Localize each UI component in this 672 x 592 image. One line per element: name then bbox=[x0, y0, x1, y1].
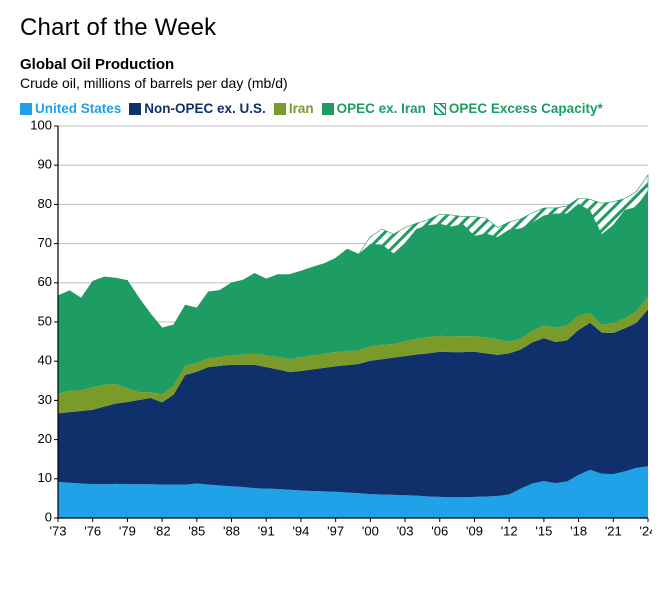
chart-page: { "header": { "main_title": "Chart of th… bbox=[0, 0, 672, 592]
chart-svg: 0 10 20 30 40 50 60 70 80 90 100 '73 '76 '79 '82 '85 '88… bbox=[20, 120, 652, 550]
svg-text:'21: '21 bbox=[605, 524, 622, 539]
legend: United States Non-OPEC ex. U.S. Iran OPE… bbox=[20, 101, 652, 116]
svg-text:'24: '24 bbox=[640, 524, 652, 539]
legend-item-iran: Iran bbox=[274, 101, 314, 116]
svg-text:'06: '06 bbox=[431, 524, 448, 539]
legend-item-opec: OPEC ex. Iran bbox=[322, 101, 426, 116]
svg-text:'18: '18 bbox=[570, 524, 587, 539]
svg-text:60: 60 bbox=[38, 274, 52, 289]
svg-text:'09: '09 bbox=[466, 524, 483, 539]
svg-text:'12: '12 bbox=[501, 524, 518, 539]
legend-item-nonopec: Non-OPEC ex. U.S. bbox=[129, 101, 266, 116]
svg-text:'00: '00 bbox=[362, 524, 379, 539]
svg-text:40: 40 bbox=[38, 353, 52, 368]
chart-title: Global Oil Production bbox=[20, 56, 652, 73]
chart-subtitle: Crude oil, millions of barrels per day (… bbox=[20, 75, 652, 91]
legend-item-excess: OPEC Excess Capacity* bbox=[434, 101, 603, 116]
chart-area: 0 10 20 30 40 50 60 70 80 90 100 '73 '76 '79 '82 '85 '88… bbox=[20, 120, 652, 550]
legend-label-iran: Iran bbox=[289, 101, 314, 116]
svg-text:10: 10 bbox=[38, 470, 52, 485]
legend-swatch-iran bbox=[274, 103, 286, 115]
svg-text:30: 30 bbox=[38, 392, 52, 407]
svg-text:'91: '91 bbox=[258, 524, 275, 539]
svg-text:'15: '15 bbox=[535, 524, 552, 539]
legend-item-us: United States bbox=[20, 101, 121, 116]
legend-label-us: United States bbox=[35, 101, 121, 116]
svg-text:'79: '79 bbox=[119, 524, 136, 539]
svg-text:'94: '94 bbox=[292, 524, 309, 539]
legend-label-excess: OPEC Excess Capacity* bbox=[449, 101, 603, 116]
svg-text:20: 20 bbox=[38, 431, 52, 446]
svg-text:90: 90 bbox=[38, 157, 52, 172]
legend-swatch-opec bbox=[322, 103, 334, 115]
legend-label-nonopec: Non-OPEC ex. U.S. bbox=[144, 101, 266, 116]
legend-swatch-us bbox=[20, 103, 32, 115]
svg-text:'85: '85 bbox=[188, 524, 205, 539]
svg-text:70: 70 bbox=[38, 235, 52, 250]
svg-text:80: 80 bbox=[38, 196, 52, 211]
svg-text:100: 100 bbox=[30, 120, 52, 132]
svg-text:'82: '82 bbox=[154, 524, 171, 539]
svg-text:'73: '73 bbox=[50, 524, 67, 539]
svg-text:'88: '88 bbox=[223, 524, 240, 539]
legend-swatch-excess bbox=[434, 103, 446, 115]
page-title: Chart of the Week bbox=[20, 14, 652, 42]
svg-text:'97: '97 bbox=[327, 524, 344, 539]
svg-text:'03: '03 bbox=[397, 524, 414, 539]
svg-text:50: 50 bbox=[38, 313, 52, 328]
legend-swatch-nonopec bbox=[129, 103, 141, 115]
legend-label-opec: OPEC ex. Iran bbox=[337, 101, 426, 116]
svg-text:'76: '76 bbox=[84, 524, 101, 539]
svg-text:0: 0 bbox=[45, 509, 52, 524]
